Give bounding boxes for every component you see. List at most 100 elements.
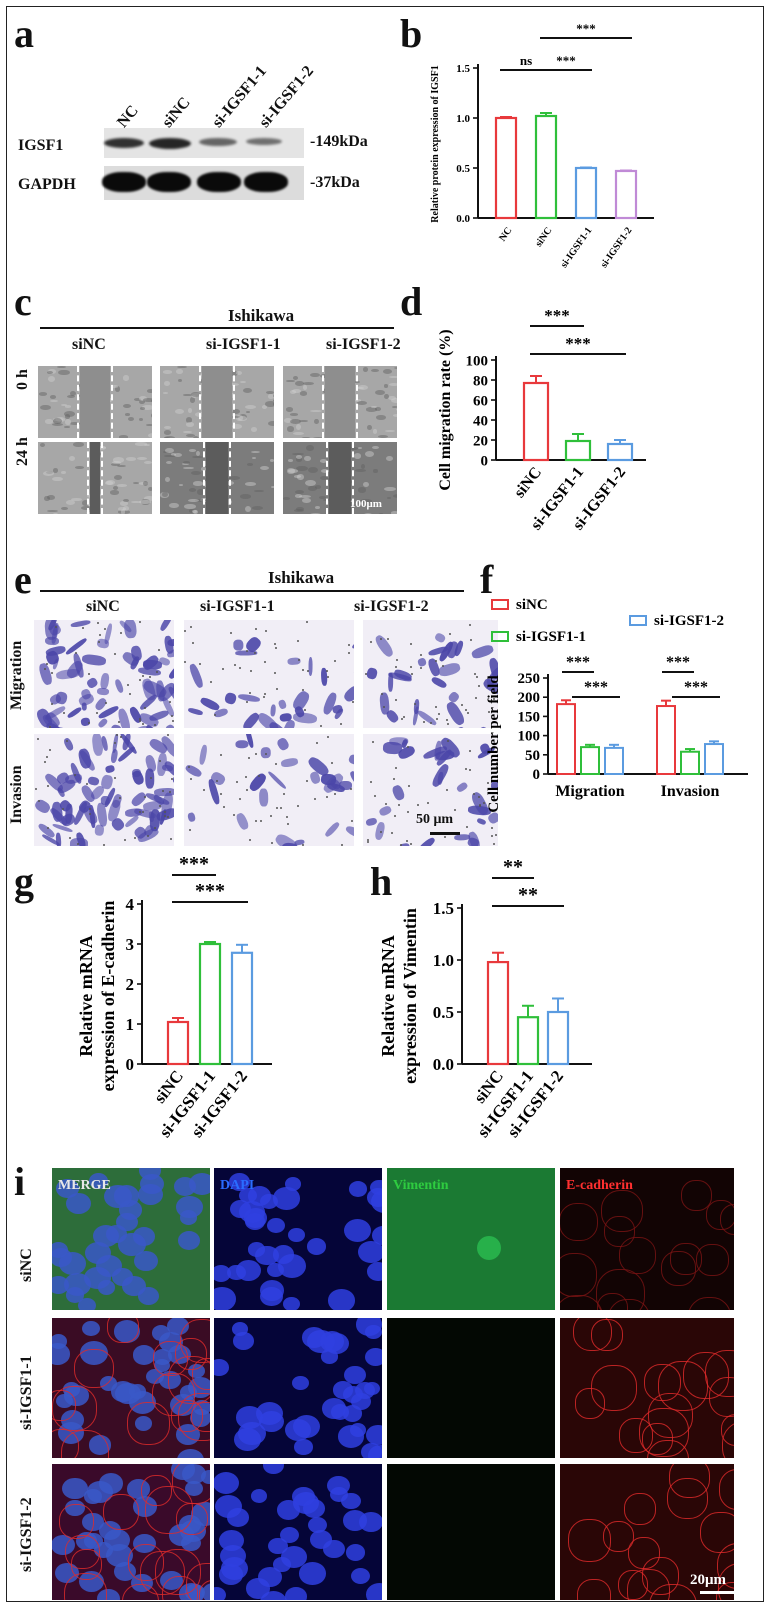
vimentin-signal [477,1236,501,1260]
cell-texture [182,460,190,464]
membrane-pore [333,793,336,796]
cell-texture [378,512,385,514]
cell-texture [395,407,397,411]
significance-label: *** [556,53,576,68]
stained-cell [234,740,249,749]
stained-cell [105,764,116,774]
cell-texture [288,458,294,463]
stained-cell [353,665,354,676]
stained-cell [379,692,390,715]
membrane-pore [275,646,278,649]
transwell-image [184,734,354,846]
membrane-pore [215,779,218,782]
membrane-pore [465,708,468,711]
fluorescence-image [214,1464,382,1600]
membrane-pore [232,814,235,817]
membrane-pore [162,790,165,793]
membrane-pore [51,702,54,705]
cell-membrane [560,1252,598,1297]
membrane-pore [37,799,40,802]
membrane-pore [255,752,258,755]
membrane-pore [154,723,157,726]
membrane-pore [262,696,265,699]
nucleus [370,1179,382,1196]
membrane-pore [199,663,202,666]
cell-texture [126,457,137,461]
bar [604,746,624,775]
blot-band [104,138,144,148]
cell-texture [294,494,303,498]
membrane-pore [164,815,167,817]
nucleus [282,1296,300,1310]
cell-texture [308,467,318,474]
stained-cell [188,662,205,689]
cell-texture [150,413,152,419]
membrane-pore [429,722,432,725]
cell-texture [284,418,293,424]
fluorescence-image [387,1464,555,1600]
nucleus [250,1488,267,1503]
channel-label: MERGE [58,1178,111,1193]
stained-cell [113,678,125,694]
membrane-pore [379,830,382,833]
membrane-pore [220,792,222,795]
bar [656,705,676,775]
cell-texture [64,419,71,425]
nucleus [92,1224,120,1248]
nucleus [236,1406,263,1429]
cell-texture [243,387,253,393]
cell-texture [250,451,261,454]
membrane-pore [255,627,258,630]
nucleus [370,1189,382,1213]
cell-texture [295,490,305,495]
cell-membrane [151,1373,195,1416]
membrane-pore [473,792,476,795]
membrane-pore [169,790,172,793]
stained-cell [96,717,109,728]
membrane-pore [383,706,386,709]
membrane-pore [46,662,49,665]
y-tick-label: 80 [473,373,488,389]
bar [522,381,550,462]
membrane-pore [134,836,137,839]
membrane-pore [444,836,446,839]
cell-texture [371,368,380,373]
membrane-pore [248,692,251,695]
cell-texture [384,384,389,388]
cell-texture [312,436,325,438]
membrane-pore [351,700,354,703]
cell-texture [112,485,119,490]
cell-texture [190,397,195,403]
cell-membrane [140,1550,185,1596]
membrane-pore [410,843,413,846]
cell-texture [184,504,196,509]
cell-texture [38,391,48,396]
cell-texture [142,405,152,410]
cell-texture [65,499,76,505]
cell-texture [164,425,172,430]
cell-texture [295,380,304,386]
stained-cell [292,711,318,725]
stained-cell [81,702,87,711]
cell-membrane [107,1318,140,1344]
panel-i-label: i [14,1159,26,1204]
membrane-pore [123,839,126,842]
cell-texture [314,419,319,425]
cell-texture [357,446,363,450]
cell-membrane [59,1503,95,1539]
membrane-pore [170,838,173,841]
bar [564,439,592,462]
membrane-pore [46,784,49,787]
y-tick-label: 20 [473,433,488,449]
membrane-pore [315,742,318,745]
stained-cell [198,744,208,766]
membrane-pore [142,810,145,813]
cell-texture [69,390,76,396]
bar [680,750,700,775]
cell-texture [143,398,152,403]
membrane-pore [254,652,256,655]
stained-cell [366,666,379,681]
nucleus [306,1238,327,1256]
membrane-pore [44,761,47,764]
scratch-border [101,442,103,514]
